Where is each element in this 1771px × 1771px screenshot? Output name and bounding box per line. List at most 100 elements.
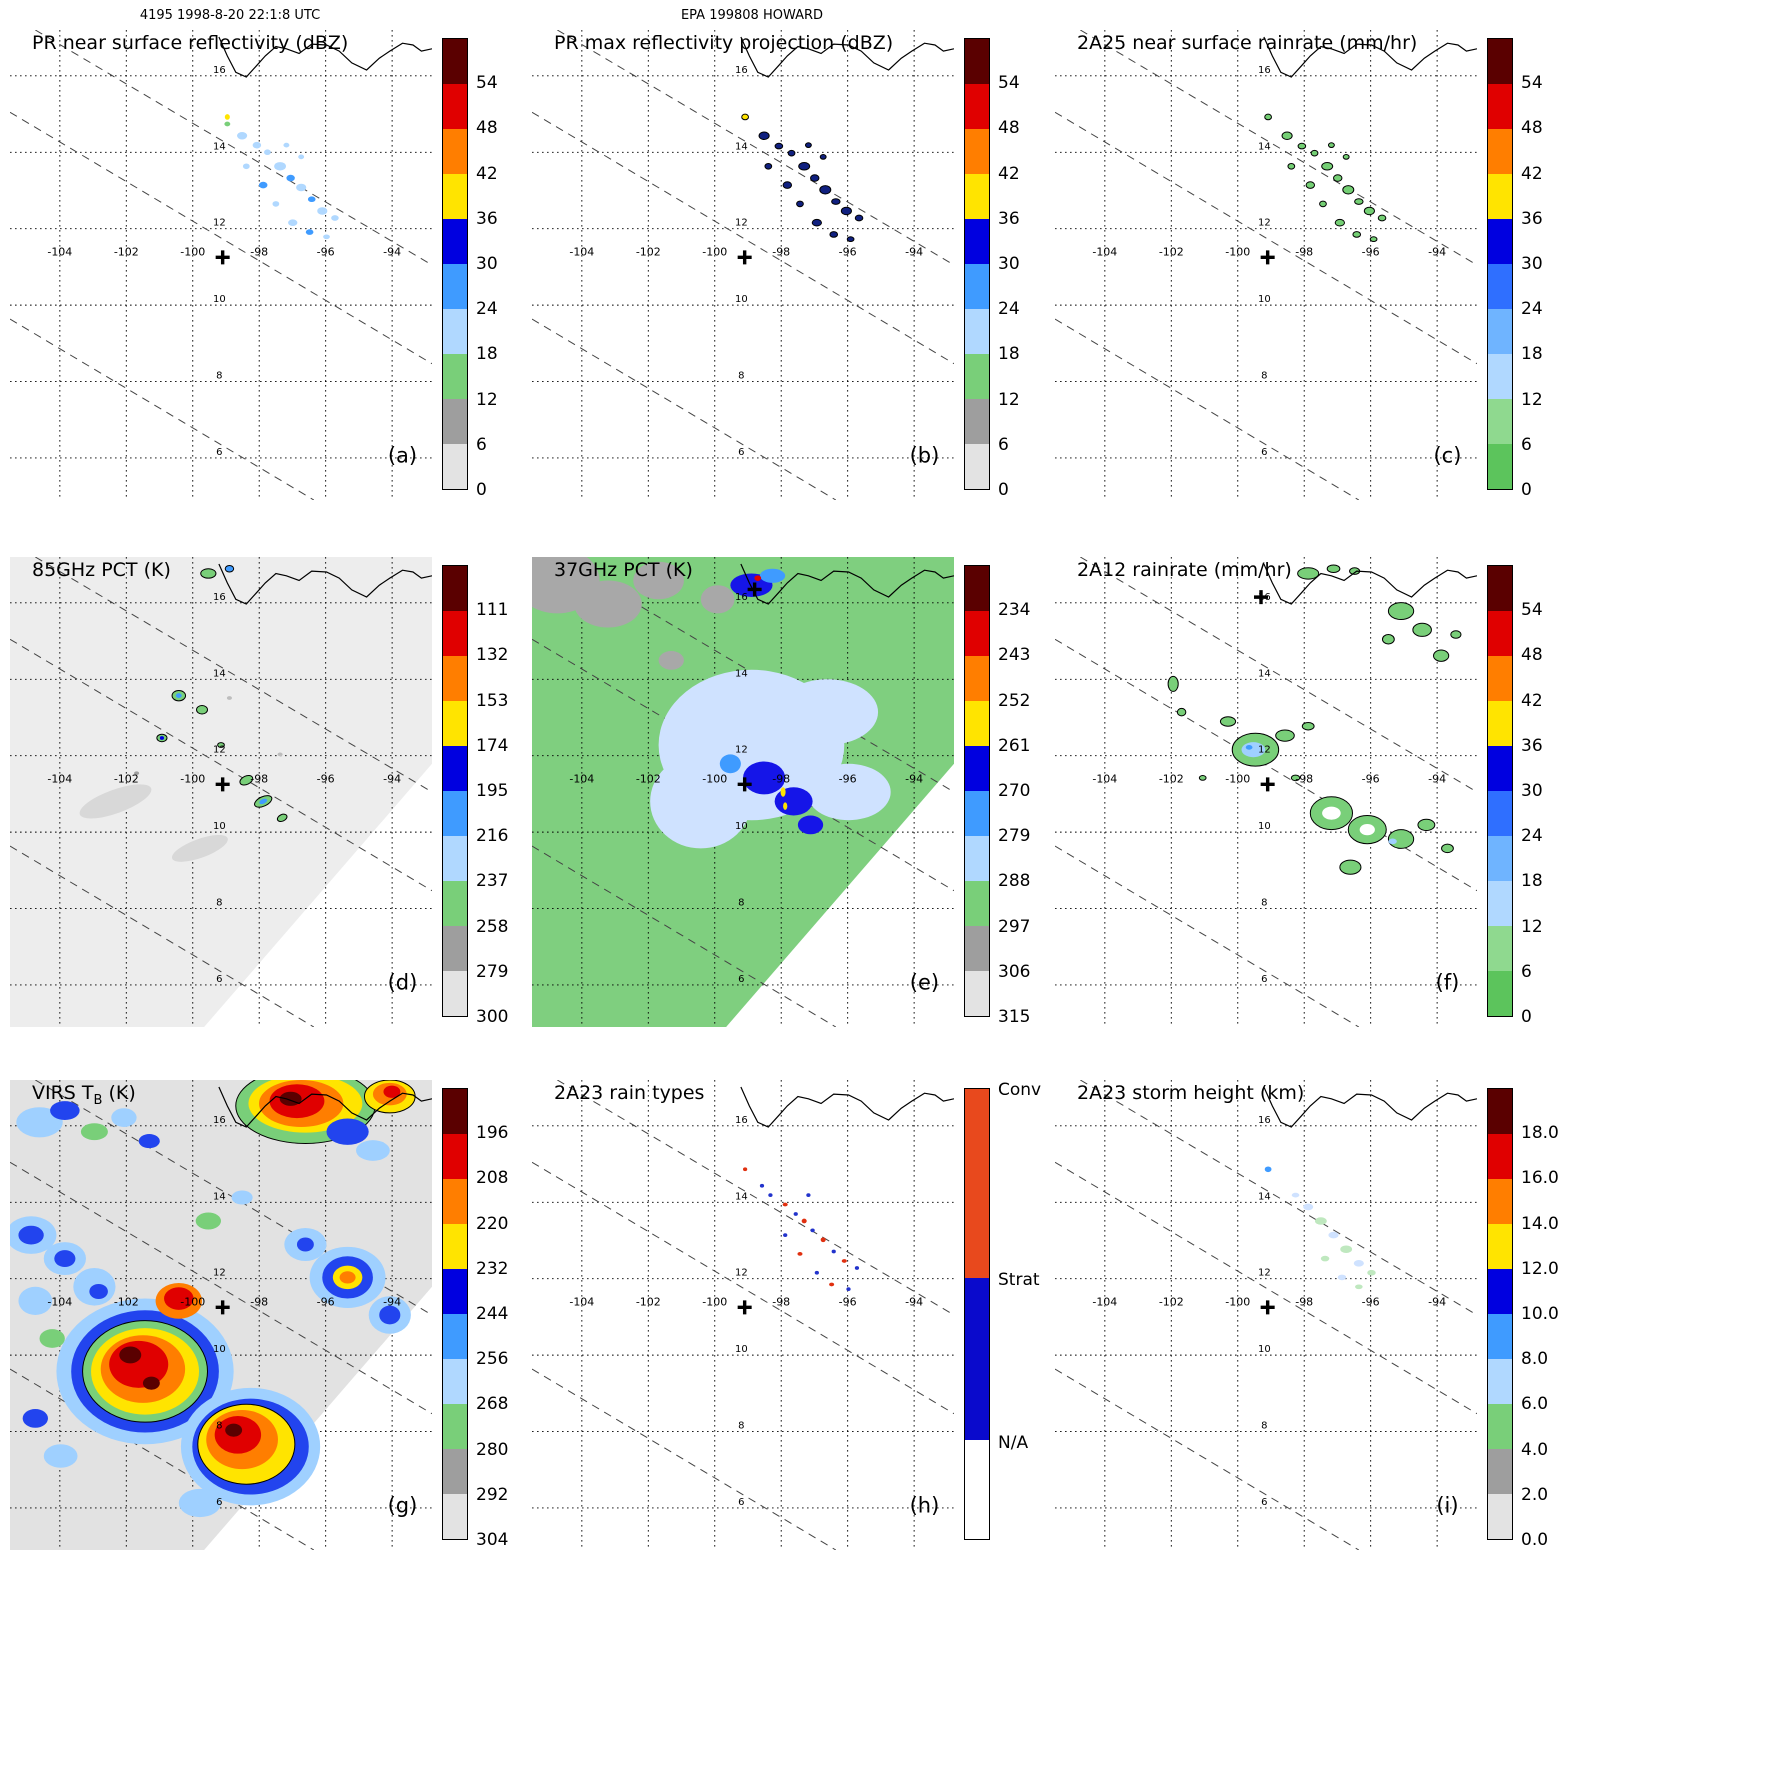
colorbar-tick-label: 36 <box>1521 208 1543 229</box>
lat-label: 16 <box>1258 592 1271 603</box>
feature-blob <box>1353 1260 1364 1267</box>
feature-blob <box>840 206 852 216</box>
lat-label: 10 <box>1258 294 1271 305</box>
feature-blob <box>1290 774 1301 782</box>
colorbar-segment <box>443 1494 467 1539</box>
feature-blob <box>39 1329 65 1348</box>
feature-blob <box>783 802 788 810</box>
panel-title-text: VIRS T <box>32 1082 94 1104</box>
feature-blob <box>43 1444 78 1468</box>
feature-blob <box>259 798 268 805</box>
feature-blob <box>814 1270 819 1275</box>
lat-label: 12 <box>735 745 748 756</box>
swath-edge-line <box>35 557 432 793</box>
feature-blob <box>1327 142 1335 149</box>
colorbar-segment <box>965 791 989 836</box>
colorbar-tick-label: 216 <box>476 826 509 847</box>
feature-blob <box>1322 806 1341 820</box>
feature-blob <box>242 163 250 170</box>
colorbar-tick-label: 237 <box>476 871 509 892</box>
lat-label: 8 <box>216 371 222 382</box>
swath-edge-line <box>10 111 432 365</box>
lat-label: 6 <box>1261 1497 1267 1508</box>
colorbar-segment <box>965 444 989 489</box>
lat-label: 16 <box>735 1115 748 1126</box>
feature-blob <box>1281 131 1293 141</box>
plus-marker <box>215 777 230 792</box>
lon-label: -94 <box>383 772 401 785</box>
feature-blob <box>296 183 307 192</box>
feature-blob <box>782 181 793 189</box>
colorbar-tick-label: 306 <box>998 961 1031 982</box>
colorbar-tick-label: 54 <box>1521 600 1543 621</box>
colorbar-segment <box>965 84 989 129</box>
panel-c: -104 -102 -100 -98 -96 -94 16 14 12 10 8 6 (c) 2A25 n… <box>1055 30 1570 535</box>
extra-plus-marker <box>747 582 762 597</box>
colorbar-segment <box>1488 1449 1512 1494</box>
colorbar-tick-label: 6 <box>998 434 1009 455</box>
feature-blob <box>16 1107 63 1138</box>
lon-label: -98 <box>772 1295 790 1308</box>
lon-label: -104 <box>47 1295 72 1308</box>
lat-label: 8 <box>738 898 744 909</box>
lat-label: 8 <box>1261 898 1267 909</box>
lon-label: -96 <box>839 245 857 258</box>
lat-label: 8 <box>216 898 222 909</box>
panel-title-e: 37GHz PCT (K) <box>554 559 693 581</box>
colorbar-segment <box>965 611 989 656</box>
feature-blob <box>264 149 271 156</box>
feature-blob <box>1412 622 1432 637</box>
feature-blob <box>272 201 280 207</box>
feature-blob <box>829 231 839 238</box>
colorbar-segment <box>443 174 467 219</box>
colorbar-segment <box>1488 309 1512 354</box>
lon-label: -98 <box>250 1295 268 1308</box>
feature-blob <box>258 181 268 189</box>
feature-blob <box>1305 181 1316 189</box>
colorbar-segment <box>965 836 989 881</box>
swath-edge-line <box>10 1368 315 1550</box>
colorbar-segment <box>443 219 467 264</box>
colorbar-tick-label: 48 <box>1521 645 1543 666</box>
colorbar-segment <box>1488 219 1512 264</box>
colorbar-segment <box>1488 264 1512 309</box>
panel-b: -104 -102 -100 -98 -96 -94 16 14 12 10 8 6 (b) PR max… <box>532 30 1047 535</box>
feature-blob <box>764 162 773 170</box>
colorbar-segment <box>443 1314 467 1359</box>
colorbar-segment <box>443 1134 467 1179</box>
colorbar-segment <box>443 39 467 84</box>
feature-blob <box>1352 231 1362 238</box>
feature-blob <box>806 1193 811 1198</box>
panel-h: -104 -102 -100 -98 -96 -94 16 14 12 10 8 6 (h) 2A23 r… <box>532 1080 1047 1585</box>
coastline <box>740 36 954 78</box>
feature-blob <box>774 787 813 816</box>
colorbar-tick-label: 232 <box>476 1258 509 1279</box>
feature-blob <box>650 754 752 849</box>
lon-label: -102 <box>636 245 661 258</box>
lon-label: -102 <box>1159 245 1184 258</box>
colorbar-tick-label: 4.0 <box>1521 1439 1549 1460</box>
colorbar-segment <box>965 354 989 399</box>
map-b: -104 -102 -100 -98 -96 -94 16 14 12 10 8 6 (b) <box>532 30 954 500</box>
colorbar-tick-label: 36 <box>476 208 498 229</box>
swath-edge-line <box>1055 318 1360 500</box>
colorbar-tick-label: 258 <box>476 916 509 937</box>
feature-blob <box>1363 206 1375 216</box>
colorbar-segment <box>443 1179 467 1224</box>
colorbar-segment <box>965 881 989 926</box>
colorbar-tick-label: 220 <box>476 1213 509 1234</box>
feature-blob <box>323 234 330 240</box>
feature-blob <box>1367 1269 1376 1276</box>
colorbar-tick-label: 36 <box>1521 735 1543 756</box>
colorbar-tick-label: 297 <box>998 916 1031 937</box>
feature-blob <box>719 754 741 774</box>
lat-label: 6 <box>1261 447 1267 458</box>
feature-blob <box>780 787 786 797</box>
colorbar-tick-label: 6 <box>1521 434 1532 455</box>
colorbar-tick-label: 6.0 <box>1521 1394 1549 1415</box>
panel-e: -104 -102 -100 -98 -96 -94 16 14 12 10 8 6 (e) 37GHz … <box>532 557 1047 1062</box>
feature-blob <box>797 815 824 835</box>
colorbar-segment <box>1488 971 1512 1016</box>
panel-d: -104 -102 -100 -98 -96 -94 16 14 12 10 8 6 (d) 85GHz … <box>10 557 525 1062</box>
lon-label: -102 <box>114 245 139 258</box>
